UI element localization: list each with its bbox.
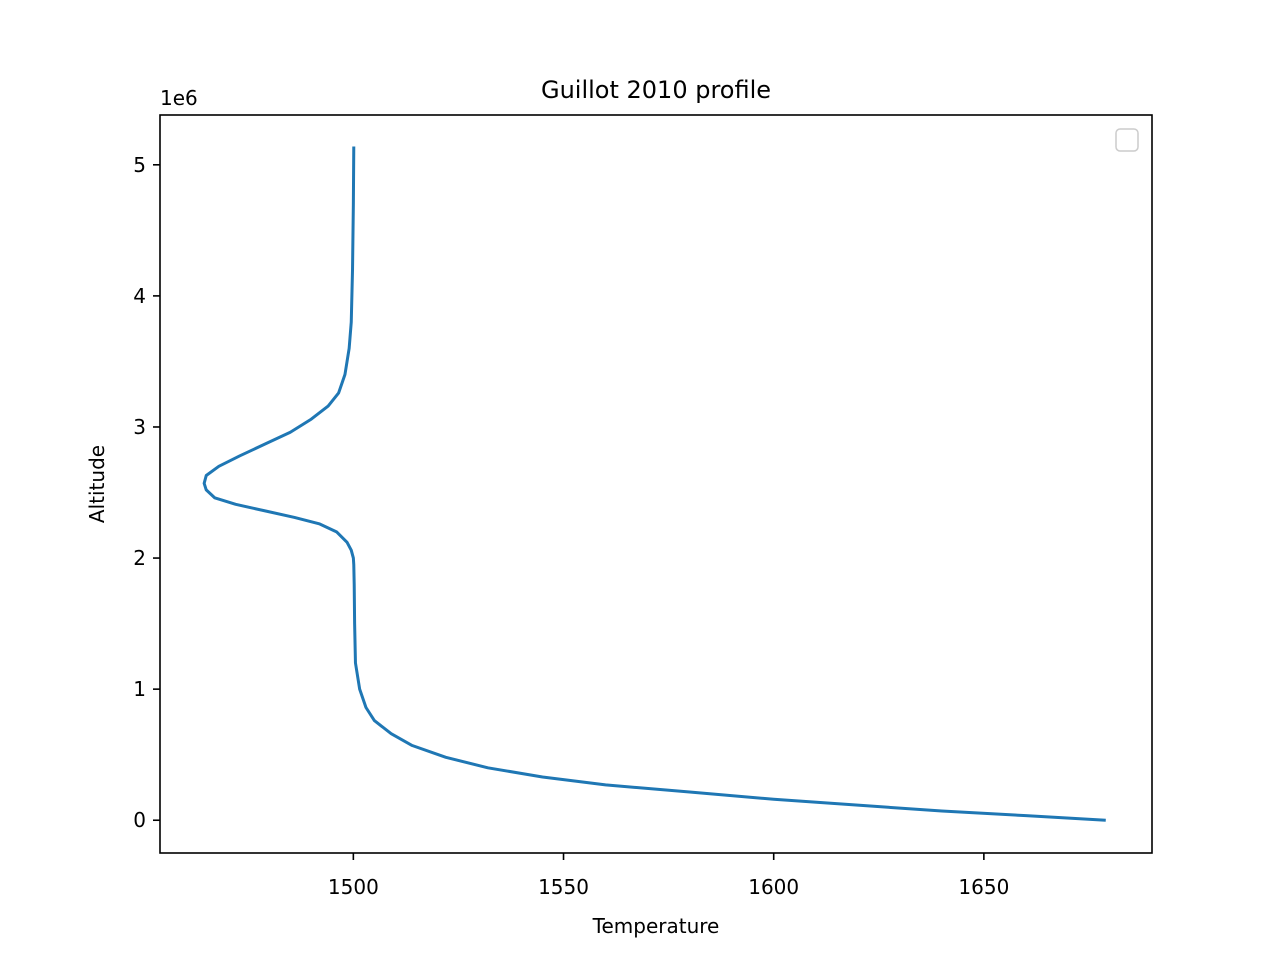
y-axis-label: Altitude bbox=[85, 445, 109, 523]
y-axis-ticks: 0 1 2 3 4 5 bbox=[133, 153, 160, 832]
x-tick-label: 1600 bbox=[748, 875, 799, 899]
x-axis-ticks: 1500 1550 1600 1650 bbox=[328, 853, 1009, 899]
axes-frame bbox=[159, 114, 1153, 854]
chart-title: Guillot 2010 profile bbox=[541, 76, 771, 104]
y-tick-label: 4 bbox=[133, 284, 146, 308]
y-tick-label: 3 bbox=[133, 415, 146, 439]
series-line-0 bbox=[202, 146, 1106, 822]
x-tick-label: 1550 bbox=[538, 875, 589, 899]
y-tick-label: 1 bbox=[133, 677, 146, 701]
y-tick-label: 2 bbox=[133, 546, 146, 570]
y-tick-label: 0 bbox=[133, 808, 146, 832]
x-tick-label: 1650 bbox=[958, 875, 1009, 899]
x-tick-label: 1500 bbox=[328, 875, 379, 899]
y-axis-offset-label: 1e6 bbox=[160, 86, 198, 110]
x-axis-label: Temperature bbox=[592, 914, 720, 938]
plot-layer bbox=[202, 146, 1106, 822]
y-tick-label: 5 bbox=[133, 153, 146, 177]
legend-box bbox=[1115, 128, 1139, 152]
